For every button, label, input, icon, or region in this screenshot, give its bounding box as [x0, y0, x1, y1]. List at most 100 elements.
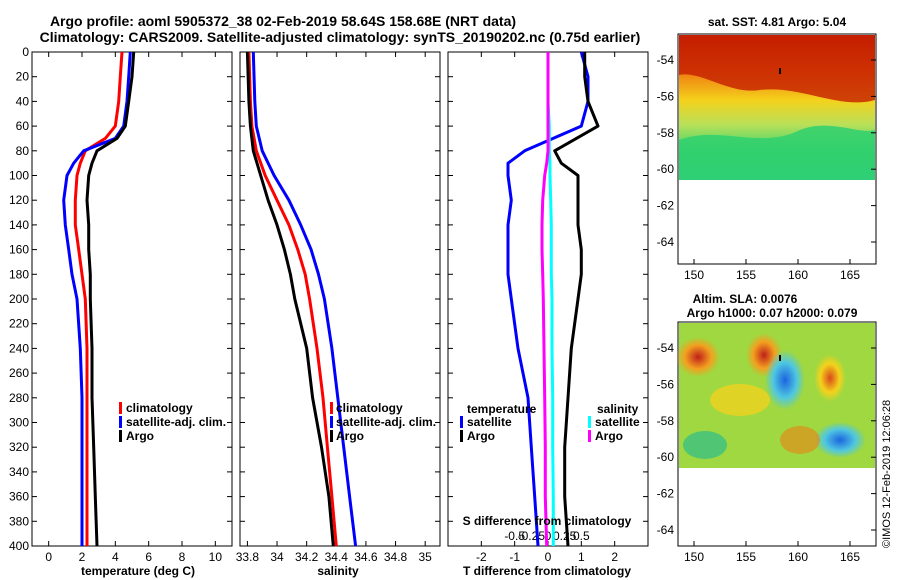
map-x-tick-label: 150	[684, 550, 704, 564]
y-tick-label: 360	[9, 490, 29, 504]
x-tick-label: 33.8	[236, 550, 260, 564]
x-tick-label: 34.6	[354, 550, 378, 564]
sla-map-title-line2: Argo h1000: 0.07 h2000: 0.079	[687, 306, 858, 320]
map-y-tick-label: -64	[657, 523, 675, 537]
legend-title-temperature: temperature	[467, 402, 537, 416]
y-tick-label: 120	[9, 193, 29, 207]
sla-map: Altim. SLA: 0.0076 Argo h1000: 0.07 h200…	[657, 292, 877, 564]
x-tick-label: 4	[112, 550, 119, 564]
top-axis-tick-label: -0.5	[504, 529, 525, 543]
legend-label-argo: Argo	[336, 429, 364, 443]
chart-title-line1: Argo profile: aoml 5905372_38 02-Feb-201…	[50, 13, 516, 29]
legend-mark-satellite	[119, 416, 122, 428]
legend-label-s-satellite: satellite	[595, 415, 640, 429]
salinity-panel: 33.8 34 34.2 34.4 34.6 34.8 35 climatology sat…	[236, 51, 441, 578]
sla-ticks: -54 -56 -58 -60 -62 -64 150 155 160 165	[657, 341, 876, 564]
y-tick-label: 400	[9, 539, 29, 553]
map-x-tick-label: 155	[736, 268, 756, 282]
map-y-tick-label: -62	[657, 199, 675, 213]
x-tick-label: 1	[578, 550, 585, 564]
sla-eddy-7	[683, 431, 727, 459]
salinity-series	[245, 51, 358, 547]
salinity-frame	[239, 51, 441, 547]
x-tick-label: 35	[419, 550, 433, 564]
x-tick-label: 34	[270, 550, 284, 564]
x-tick-label: -2	[476, 550, 487, 564]
map-x-tick-label: 155	[736, 550, 756, 564]
sst-map: sat. SST: 4.81 Argo: 5.04 -54 -56 -58 -60 -6…	[657, 15, 877, 282]
y-tick-label: 40	[16, 94, 30, 108]
sla-eddy-8	[780, 426, 820, 454]
sst-warm-patch	[679, 35, 875, 103]
sla-eddy-6	[814, 422, 866, 458]
map-x-tick-label: 150	[684, 268, 704, 282]
difference-xlabel: T difference from climatology	[463, 564, 631, 578]
map-y-tick-label: -56	[657, 89, 675, 103]
legend-mark-s-argo	[588, 430, 591, 442]
map-y-tick-label: -54	[657, 53, 675, 67]
x-tick-label: 8	[179, 550, 186, 564]
legend-mark-t-argo	[460, 430, 463, 442]
x-tick-label: 0	[545, 550, 552, 564]
legend-mark-satellite	[330, 416, 333, 428]
temperature-frame	[31, 51, 233, 547]
legend-label-s-argo: Argo	[595, 429, 623, 443]
legend-label-t-satellite: satellite	[467, 415, 512, 429]
map-y-tick-label: -56	[657, 377, 675, 391]
legend-label-argo: Argo	[126, 429, 154, 443]
sst-ticks: -54 -56 -58 -60 -62 -64 150 155 160 165	[657, 53, 876, 282]
series-line-climatology	[247, 51, 338, 547]
top-axis-tick-label: -0.25	[518, 529, 546, 543]
x-tick-label: 34.8	[384, 550, 408, 564]
y-tick-label: 0	[22, 45, 29, 59]
y-tick-label: 180	[9, 267, 29, 281]
map-x-tick-label: 160	[788, 550, 808, 564]
legend-mark-t-satellite	[460, 416, 463, 428]
legend-title-salinity: salinity	[597, 402, 639, 416]
y-tick-label: 20	[16, 70, 30, 84]
x-tick-label: 0	[45, 550, 52, 564]
map-y-tick-label: -54	[657, 341, 675, 355]
argo-position-marker	[779, 355, 781, 361]
series-line-s-argo	[540, 52, 550, 547]
y-tick-label: 280	[9, 391, 29, 405]
y-tick-label: 220	[9, 317, 29, 331]
temperature-panel: 0204060801001201401601802002202402602803…	[9, 45, 233, 578]
legend-label-satellite: satellite-adj. clim.	[126, 415, 226, 429]
temperature-legend: climatology satellite-adj. clim. Argo	[119, 401, 226, 443]
y-tick-label: 380	[9, 514, 29, 528]
sst-map-title: sat. SST: 4.81 Argo: 5.04	[708, 15, 847, 29]
x-tick-label: 2	[79, 550, 86, 564]
series-line-satellite-adj-clim-	[251, 51, 358, 547]
temperature-series	[62, 51, 136, 547]
legend-label-climatology: climatology	[126, 401, 193, 415]
x-tick-label: 6	[145, 550, 152, 564]
legend-label-climatology: climatology	[336, 401, 403, 415]
legend-mark-climatology	[330, 402, 333, 414]
legend-label-satellite: satellite-adj. clim.	[336, 415, 436, 429]
sla-map-title-line1: Altim. SLA: 0.0076	[693, 292, 798, 306]
argo-position-marker	[779, 68, 781, 74]
series-line-argo	[85, 51, 136, 547]
sla-eddy-5	[710, 384, 770, 416]
map-y-tick-label: -58	[657, 414, 675, 428]
imos-credit: ©IMOS 12-Feb-2019 12:06:28	[881, 400, 893, 548]
map-x-tick-label: 165	[840, 268, 860, 282]
series-line-t-argo	[553, 52, 600, 547]
x-tick-label: 2	[611, 550, 618, 564]
y-tick-label: 200	[9, 292, 29, 306]
y-tick-label: 340	[9, 465, 29, 479]
y-tick-label: 60	[16, 119, 30, 133]
difference-legend: temperature satellite Argo salinity sate…	[460, 402, 640, 443]
y-tick-label: 260	[9, 366, 29, 380]
series-line-argo	[245, 51, 335, 547]
salinity-ticks: 33.8 34 34.2 34.4 34.6 34.8 35	[236, 51, 440, 564]
map-y-tick-label: -60	[657, 450, 675, 464]
sst-cool-patch	[679, 125, 875, 180]
map-x-tick-label: 160	[788, 268, 808, 282]
temperature-ticks: 0204060801001201401601802002202402602803…	[9, 45, 232, 564]
difference-series	[506, 51, 600, 547]
series-line-t-satellite	[506, 51, 590, 547]
y-tick-label: 80	[16, 144, 30, 158]
